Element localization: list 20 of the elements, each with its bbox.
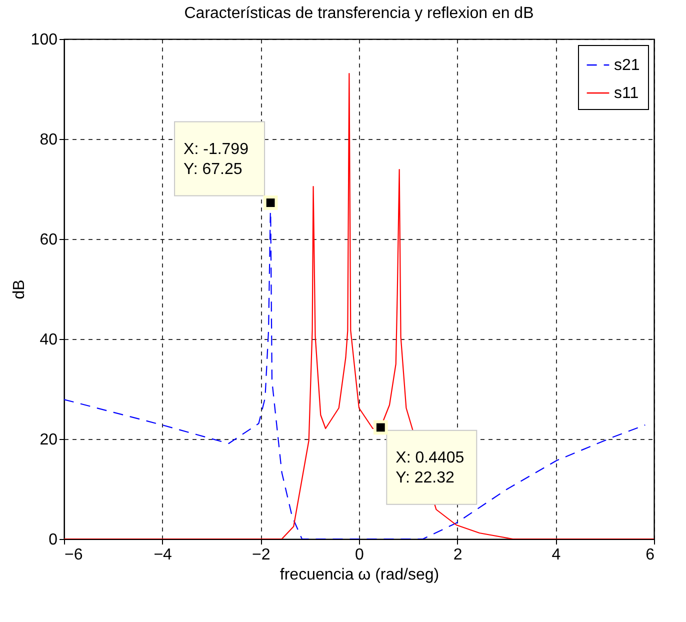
legend-label: s21 <box>614 57 640 74</box>
annotation: X: -1.799 Y: 67.25 <box>184 140 249 178</box>
y-tick-label: 100 <box>30 32 58 48</box>
x-tick-label: 2 <box>453 546 462 564</box>
y-tick-label: 80 <box>40 132 58 148</box>
y-tick-label: 40 <box>40 332 58 348</box>
y-tick-label: 20 <box>40 432 58 448</box>
x-tick-label: −6 <box>64 546 83 564</box>
legend-label: s11 <box>614 85 639 102</box>
annotation: X: 0.4405 Y: 22.32 <box>396 449 464 486</box>
y-tick-label: 0 <box>48 532 58 548</box>
x-tick-label: 6 <box>646 546 655 564</box>
y-axis-title: dB <box>10 280 28 300</box>
x-tick-label: −2 <box>252 546 270 564</box>
y-tick-label: 60 <box>40 232 58 248</box>
x-tick-label: 0 <box>355 546 364 564</box>
x-tick-label: −4 <box>154 546 172 564</box>
x-tick-label: 4 <box>552 546 561 564</box>
chart-title: Características de transferencia y reflexion en dB <box>184 5 534 22</box>
x-axis-title: frecuencia ω (rad/seg) <box>280 566 440 584</box>
